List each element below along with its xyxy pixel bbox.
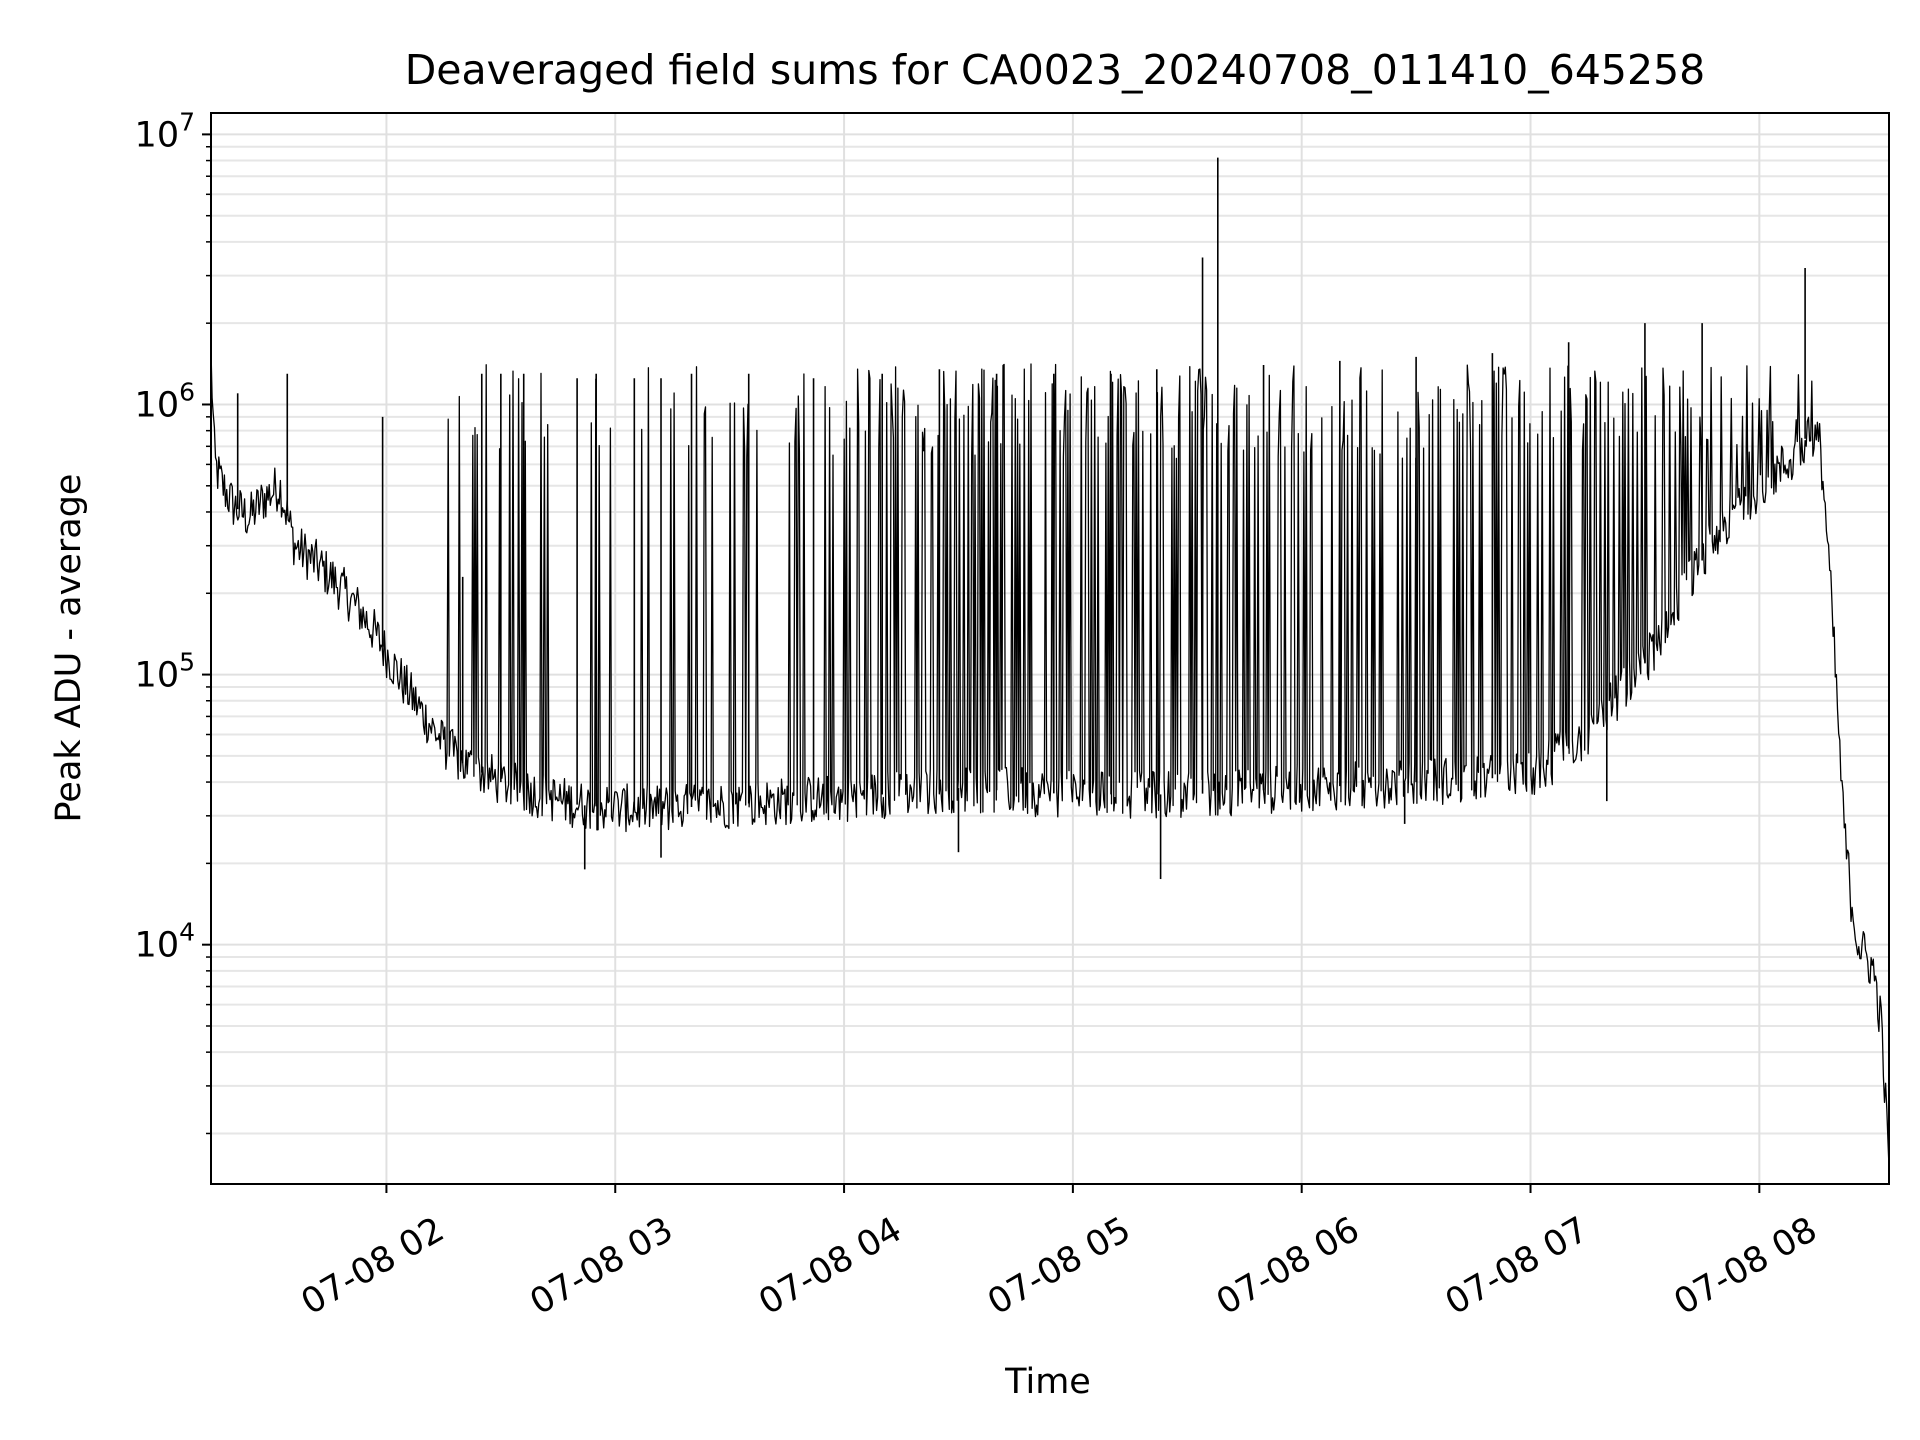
x-axis-label: Time [1004, 1362, 1091, 1402]
y-tick-label: 106 [135, 377, 195, 425]
axes-frame [210, 112, 1890, 1185]
plot-area [210, 157, 1890, 1168]
chart-title: Deaveraged field sums for CA0023_2024070… [405, 46, 1706, 94]
data-series-line [210, 349, 1890, 1168]
y-axis-label: Peak ADU - average [49, 474, 89, 823]
y-tick-label: 104 [135, 918, 195, 966]
y-tick-label: 105 [135, 648, 195, 696]
y-axis: 104 105 106 107 [135, 107, 211, 1135]
grid-lines [211, 113, 1889, 1184]
y-tick-label: 107 [135, 107, 195, 155]
